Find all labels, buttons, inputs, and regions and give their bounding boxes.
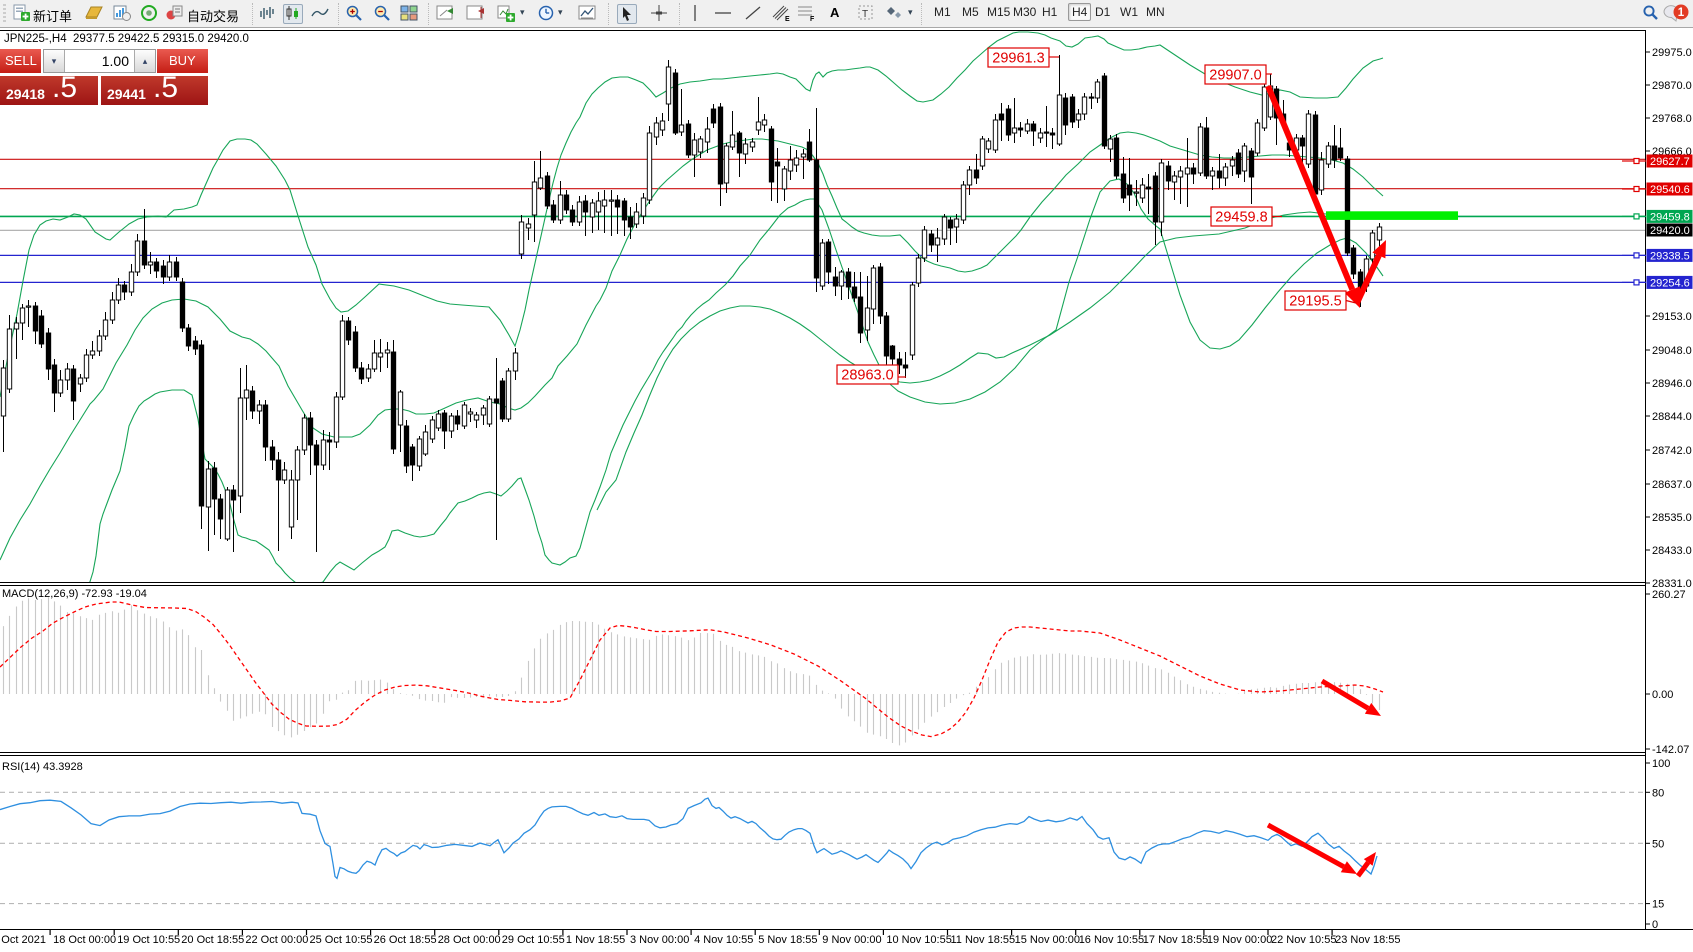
svg-text:29459.8: 29459.8	[1215, 210, 1267, 226]
svg-text:80: 80	[1652, 787, 1664, 799]
svg-text:28637.0: 28637.0	[1652, 479, 1692, 491]
svg-text:28433.0: 28433.0	[1652, 545, 1692, 557]
svg-text:4 Nov 10:55: 4 Nov 10:55	[694, 934, 753, 946]
svg-text:260.27: 260.27	[1652, 589, 1686, 601]
svg-text:1 Nov 18:55: 1 Nov 18:55	[566, 934, 625, 946]
svg-text:9 Nov 00:00: 9 Nov 00:00	[822, 934, 881, 946]
svg-text:29 Oct 10:55: 29 Oct 10:55	[502, 934, 565, 946]
svg-text:0: 0	[1652, 919, 1658, 931]
svg-text:26 Oct 18:55: 26 Oct 18:55	[374, 934, 437, 946]
svg-text:10 Nov 10:55: 10 Nov 10:55	[886, 934, 951, 946]
svg-text:29338.5: 29338.5	[1650, 250, 1690, 262]
svg-text:11 Nov 18:55: 11 Nov 18:55	[951, 934, 1016, 946]
svg-text:28742.0: 28742.0	[1652, 445, 1692, 457]
svg-text:18 Oct 00:00: 18 Oct 00:00	[53, 934, 116, 946]
svg-text:15: 15	[1652, 899, 1664, 911]
svg-text:JPN225-,H4 29377.5 29422.5 29: JPN225-,H4 29377.5 29422.5 29315.0 29420…	[4, 33, 249, 45]
svg-text:E: E	[785, 16, 790, 22]
svg-text:22 Nov 10:55: 22 Nov 10:55	[1271, 934, 1336, 946]
svg-text:29961.3: 29961.3	[992, 51, 1044, 67]
svg-text:22 Oct 00:00: 22 Oct 00:00	[245, 934, 308, 946]
svg-text:28946.0: 28946.0	[1652, 378, 1692, 390]
svg-text:19 Oct 10:55: 19 Oct 10:55	[117, 934, 180, 946]
svg-text:29870.0: 29870.0	[1652, 80, 1692, 92]
svg-text:23 Nov 18:55: 23 Nov 18:55	[1335, 934, 1400, 946]
svg-text:-142.07: -142.07	[1652, 744, 1689, 756]
svg-text:16 Nov 10:55: 16 Nov 10:55	[1079, 934, 1144, 946]
svg-text:3 Nov 00:00: 3 Nov 00:00	[630, 934, 689, 946]
svg-text:29627.7: 29627.7	[1650, 156, 1690, 168]
svg-text:100: 100	[1652, 758, 1670, 770]
svg-text:29195.5: 29195.5	[1289, 294, 1341, 310]
svg-text:28331.0: 28331.0	[1652, 578, 1692, 590]
svg-text:17 Nov 18:55: 17 Nov 18:55	[1143, 934, 1208, 946]
svg-text:29540.6: 29540.6	[1650, 184, 1690, 196]
svg-text:29254.6: 29254.6	[1650, 277, 1690, 289]
svg-text:MACD(12,26,9) -72.93 -19.04: MACD(12,26,9) -72.93 -19.04	[2, 588, 147, 600]
svg-text:29048.0: 29048.0	[1652, 345, 1692, 357]
svg-text:29153.0: 29153.0	[1652, 311, 1692, 323]
svg-text:28535.0: 28535.0	[1652, 512, 1692, 524]
svg-text:28844.0: 28844.0	[1652, 411, 1692, 423]
svg-text:25 Oct 10:55: 25 Oct 10:55	[310, 934, 373, 946]
svg-text:5 Nov 18:55: 5 Nov 18:55	[758, 934, 817, 946]
svg-text:RSI(14) 43.3928: RSI(14) 43.3928	[2, 761, 83, 773]
svg-text:50: 50	[1652, 838, 1664, 850]
svg-text:1: 1	[1678, 7, 1685, 19]
svg-text:29975.0: 29975.0	[1652, 47, 1692, 59]
svg-text:29768.0: 29768.0	[1652, 113, 1692, 125]
svg-text:29459.8: 29459.8	[1650, 211, 1690, 223]
svg-text:T: T	[862, 9, 868, 20]
svg-text:19 Nov 00:00: 19 Nov 00:00	[1207, 934, 1272, 946]
svg-text:15 Oct 2021: 15 Oct 2021	[0, 934, 46, 946]
svg-text:0.00: 0.00	[1652, 689, 1673, 701]
svg-text:29420.0: 29420.0	[1650, 225, 1690, 237]
svg-text:F: F	[810, 16, 815, 22]
svg-text:29907.0: 29907.0	[1209, 68, 1261, 84]
svg-text:28963.0: 28963.0	[841, 368, 893, 384]
svg-text:28 Oct 00:00: 28 Oct 00:00	[438, 934, 501, 946]
svg-text:15 Nov 00:00: 15 Nov 00:00	[1015, 934, 1080, 946]
svg-text:20 Oct 18:55: 20 Oct 18:55	[181, 934, 244, 946]
